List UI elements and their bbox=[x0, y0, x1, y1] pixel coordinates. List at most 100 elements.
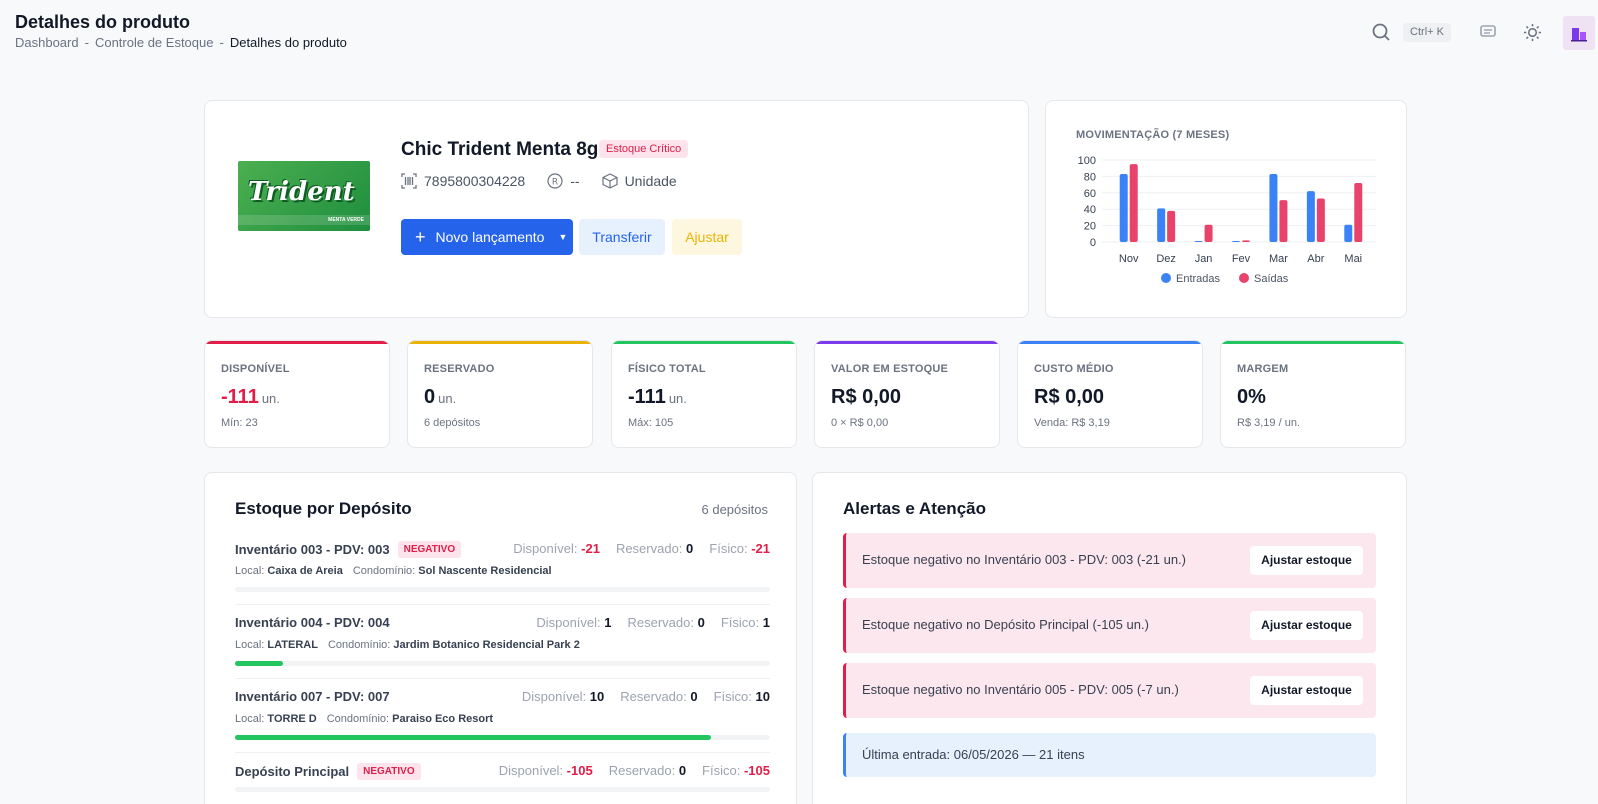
kpi-accent-bar bbox=[1018, 341, 1202, 344]
x-tick-label: Fev bbox=[1232, 253, 1251, 265]
stat-value: 1 bbox=[604, 615, 612, 630]
brand-group: R -- bbox=[547, 173, 580, 189]
theme-toggle-icon[interactable] bbox=[1523, 23, 1542, 42]
stat-label: Disponível: bbox=[536, 615, 601, 630]
loc-value: TORRE D bbox=[267, 713, 317, 725]
kpi-value: 0% bbox=[1237, 386, 1266, 409]
breadcrumb-stock-control[interactable]: Controle de Estoque bbox=[94, 35, 214, 50]
breadcrumb-dashboard[interactable]: Dashboard bbox=[15, 35, 79, 50]
y-tick-label: 20 bbox=[1084, 221, 1096, 233]
y-tick-label: 100 bbox=[1078, 155, 1096, 167]
stat-label: Físico: bbox=[713, 689, 752, 704]
stat-value: 0 bbox=[690, 689, 698, 704]
kpi-value: -111 un. bbox=[221, 386, 280, 409]
breadcrumb: Dashboard - Controle de Estoque - Detalh… bbox=[15, 35, 347, 50]
deposit-row[interactable]: Inventário 004 - PDV: 004 Disponível: 1 Re… bbox=[235, 615, 770, 687]
deposit-row[interactable]: Depósito Principal NEGATIVO Disponível: -1… bbox=[235, 763, 770, 804]
breadcrumb-current: Detalhes do produto bbox=[229, 35, 347, 50]
kpi-value-number: 0 bbox=[424, 386, 436, 408]
deposit-location: Local: Caixa de Areia Condomínio: Sol Nas… bbox=[235, 565, 552, 577]
stat-value: 0 bbox=[697, 615, 705, 630]
location-local: Local: LATERAL bbox=[235, 639, 318, 651]
stock-progress-fill bbox=[235, 735, 712, 740]
alerts-title: Alertas e Atenção bbox=[843, 499, 986, 518]
deposit-stats: Disponível: -21 Reservado: 0 Físico: -21 bbox=[513, 541, 770, 556]
kpi-card: MARGEM 0% R$ 3,19 / un. bbox=[1220, 340, 1406, 448]
row-divider bbox=[235, 752, 770, 753]
bar-entradas bbox=[1194, 241, 1203, 242]
deposit-stats: Disponível: 1 Reservado: 0 Físico: 1 bbox=[536, 615, 770, 630]
alert-item: Estoque negativo no Inventário 003 - PDV… bbox=[843, 533, 1376, 588]
kpi-value: R$ 0,00 bbox=[831, 386, 901, 409]
row-divider bbox=[235, 604, 770, 605]
bar-entradas bbox=[1306, 191, 1315, 242]
deposit-location: Local: LATERAL Condomínio: Jardim Botanic… bbox=[235, 639, 580, 651]
kpi-accent-bar bbox=[815, 341, 999, 344]
kpi-card: CUSTO MÉDIO R$ 0,00 Venda: R$ 3,19 bbox=[1017, 340, 1203, 448]
kpi-value: R$ 0,00 bbox=[1034, 386, 1104, 409]
deposits-card: Estoque por Depósito 6 depósitos Inventá… bbox=[204, 472, 797, 804]
chat-icon[interactable] bbox=[1479, 23, 1497, 41]
alert-item: Estoque negativo no Inventário 005 - PDV… bbox=[843, 663, 1376, 718]
barcode-value: 7895800304228 bbox=[424, 173, 526, 189]
adjust-stock-button[interactable]: Ajustar estoque bbox=[1250, 546, 1363, 575]
kpi-value-number: -111 bbox=[628, 386, 666, 408]
legend-marker bbox=[1239, 273, 1249, 283]
stat-value: 10 bbox=[589, 689, 605, 704]
stat-available: Disponível: 10 bbox=[522, 689, 604, 704]
legend-marker bbox=[1161, 273, 1171, 283]
adjust-stock-button[interactable]: Ajustar estoque bbox=[1250, 611, 1363, 640]
product-image: Trident MENTA VERDE bbox=[238, 161, 370, 231]
y-tick-label: 60 bbox=[1084, 188, 1096, 200]
deposit-row[interactable]: Inventário 003 - PDV: 003 NEGATIVO Disponí… bbox=[235, 541, 770, 613]
alert-text: Estoque negativo no Inventário 005 - PDV… bbox=[862, 682, 1179, 697]
bar-saídas bbox=[1204, 224, 1213, 242]
kpi-unit: un. bbox=[438, 391, 457, 406]
status-badge: Estoque Crítico bbox=[599, 140, 689, 158]
stock-progress-fill bbox=[235, 661, 284, 666]
adjust-stock-button[interactable]: Ajustar estoque bbox=[1250, 676, 1363, 705]
kpi-subtext: Máx: 105 bbox=[628, 417, 674, 429]
kpi-value-number: 0% bbox=[1237, 386, 1266, 408]
stat-available: Disponível: -21 bbox=[513, 541, 600, 556]
kpi-label: CUSTO MÉDIO bbox=[1034, 363, 1114, 375]
stat-physical: Físico: -21 bbox=[709, 541, 770, 556]
deposit-row[interactable]: Inventário 007 - PDV: 007 Disponível: 10 R… bbox=[235, 689, 770, 761]
barcode-group: 7895800304228 bbox=[401, 173, 525, 189]
last-entry-info: Última entrada: 06/05/2026 — 21 itens bbox=[843, 733, 1376, 777]
transfer-button[interactable]: Transferir bbox=[579, 219, 665, 255]
stat-label: Disponível: bbox=[521, 689, 587, 704]
kpi-accent-bar bbox=[612, 341, 796, 344]
kpi-subtext: Venda: R$ 3,19 bbox=[1034, 417, 1110, 429]
search-icon[interactable] bbox=[1372, 23, 1390, 41]
kpi-subtext: 0 × R$ 0,00 bbox=[831, 417, 889, 429]
kpi-label: MARGEM bbox=[1237, 363, 1289, 375]
location-local: Local: Caixa de Areia bbox=[235, 565, 343, 577]
loc-label: Condomínio: bbox=[327, 639, 391, 651]
plus-icon: + bbox=[415, 227, 426, 247]
stat-value: 1 bbox=[762, 615, 770, 630]
new-entry-button[interactable]: + Novo lançamento ▼ bbox=[401, 219, 573, 255]
stat-value: -21 bbox=[581, 541, 600, 556]
stat-available: Disponível: -105 bbox=[499, 763, 593, 778]
unit-group: Unidade bbox=[601, 173, 677, 189]
deposit-name-text: Inventário 007 - PDV: 007 bbox=[235, 689, 390, 704]
avatar[interactable] bbox=[1563, 16, 1595, 50]
bar-saídas bbox=[1354, 182, 1363, 242]
stat-value: -105 bbox=[743, 763, 770, 778]
deposit-name-text: Inventário 003 - PDV: 003 bbox=[235, 542, 390, 557]
search-shortcut-hint[interactable]: Ctrl+ K bbox=[1403, 23, 1451, 42]
loc-label: Local: bbox=[235, 639, 265, 651]
deposits-count: 6 depósitos bbox=[701, 502, 769, 517]
x-tick-label: Abr bbox=[1307, 253, 1324, 265]
box-icon bbox=[601, 173, 618, 189]
loc-label: Condomínio: bbox=[326, 713, 390, 725]
deposit-name-text: Depósito Principal bbox=[235, 764, 350, 779]
stat-reserved: Reservado: 0 bbox=[616, 541, 693, 556]
stock-progress-bar bbox=[235, 735, 770, 740]
alert-text: Estoque negativo no Depósito Principal (… bbox=[862, 617, 1149, 632]
adjust-button[interactable]: Ajustar bbox=[672, 219, 742, 255]
kpi-value-number: R$ 0,00 bbox=[1034, 386, 1105, 408]
product-image-logo: Trident bbox=[248, 177, 355, 207]
stat-physical: Físico: 10 bbox=[714, 689, 770, 704]
